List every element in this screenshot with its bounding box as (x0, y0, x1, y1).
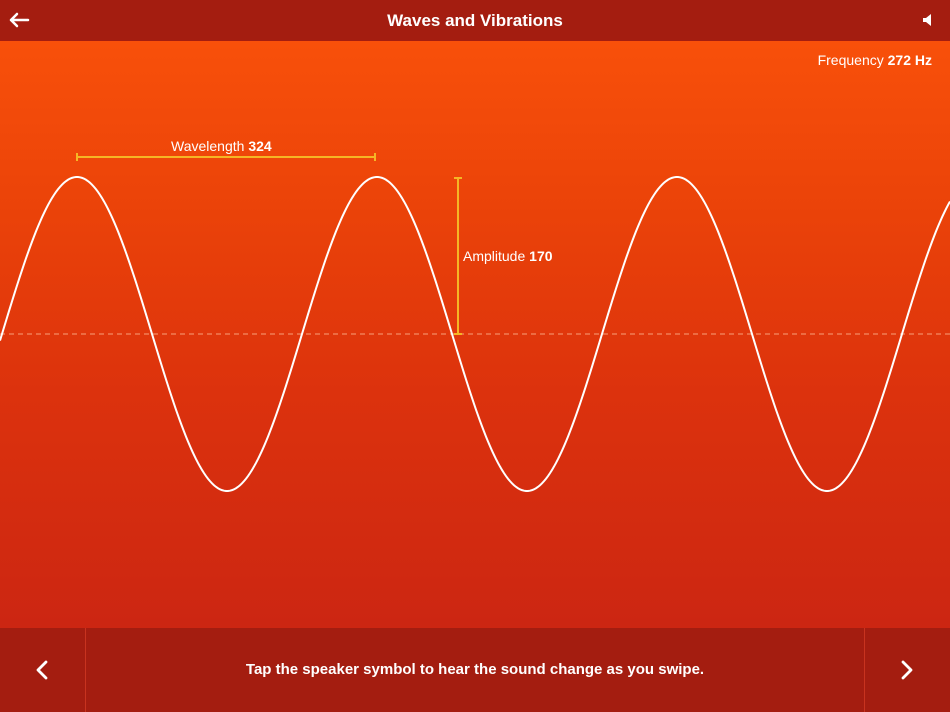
wave-plot (0, 153, 950, 492)
amplitude-label: Amplitude (463, 248, 526, 264)
amplitude-marker (454, 177, 462, 335)
frequency-label: Frequency (817, 52, 884, 68)
wavelength-marker (76, 153, 376, 161)
wave-canvas[interactable]: Frequency 272 Hz Wavelength 324 Amplitud… (0, 41, 950, 628)
chevron-right-icon (901, 660, 913, 680)
frequency-readout: Frequency 272 Hz (818, 52, 932, 68)
previous-button[interactable] (0, 628, 86, 712)
wavelength-readout: Wavelength 324 (171, 138, 272, 154)
wavelength-label: Wavelength (171, 138, 245, 154)
frequency-value: 272 Hz (887, 52, 932, 68)
page-title: Waves and Vibrations (387, 11, 563, 30)
sine-wave (0, 176, 950, 492)
instruction-text: Tap the speaker symbol to hear the sound… (245, 661, 705, 678)
amplitude-value: 170 (529, 248, 553, 264)
top-bar: Waves and Vibrations (0, 0, 950, 41)
bottom-bar: Tap the speaker symbol to hear the sound… (0, 628, 950, 712)
wavelength-value: 324 (248, 138, 272, 154)
back-arrow-icon[interactable] (6, 6, 34, 34)
chevron-left-icon (36, 660, 48, 680)
next-button[interactable] (864, 628, 950, 712)
amplitude-readout: Amplitude 170 (463, 248, 553, 264)
speaker-icon[interactable] (920, 12, 936, 28)
